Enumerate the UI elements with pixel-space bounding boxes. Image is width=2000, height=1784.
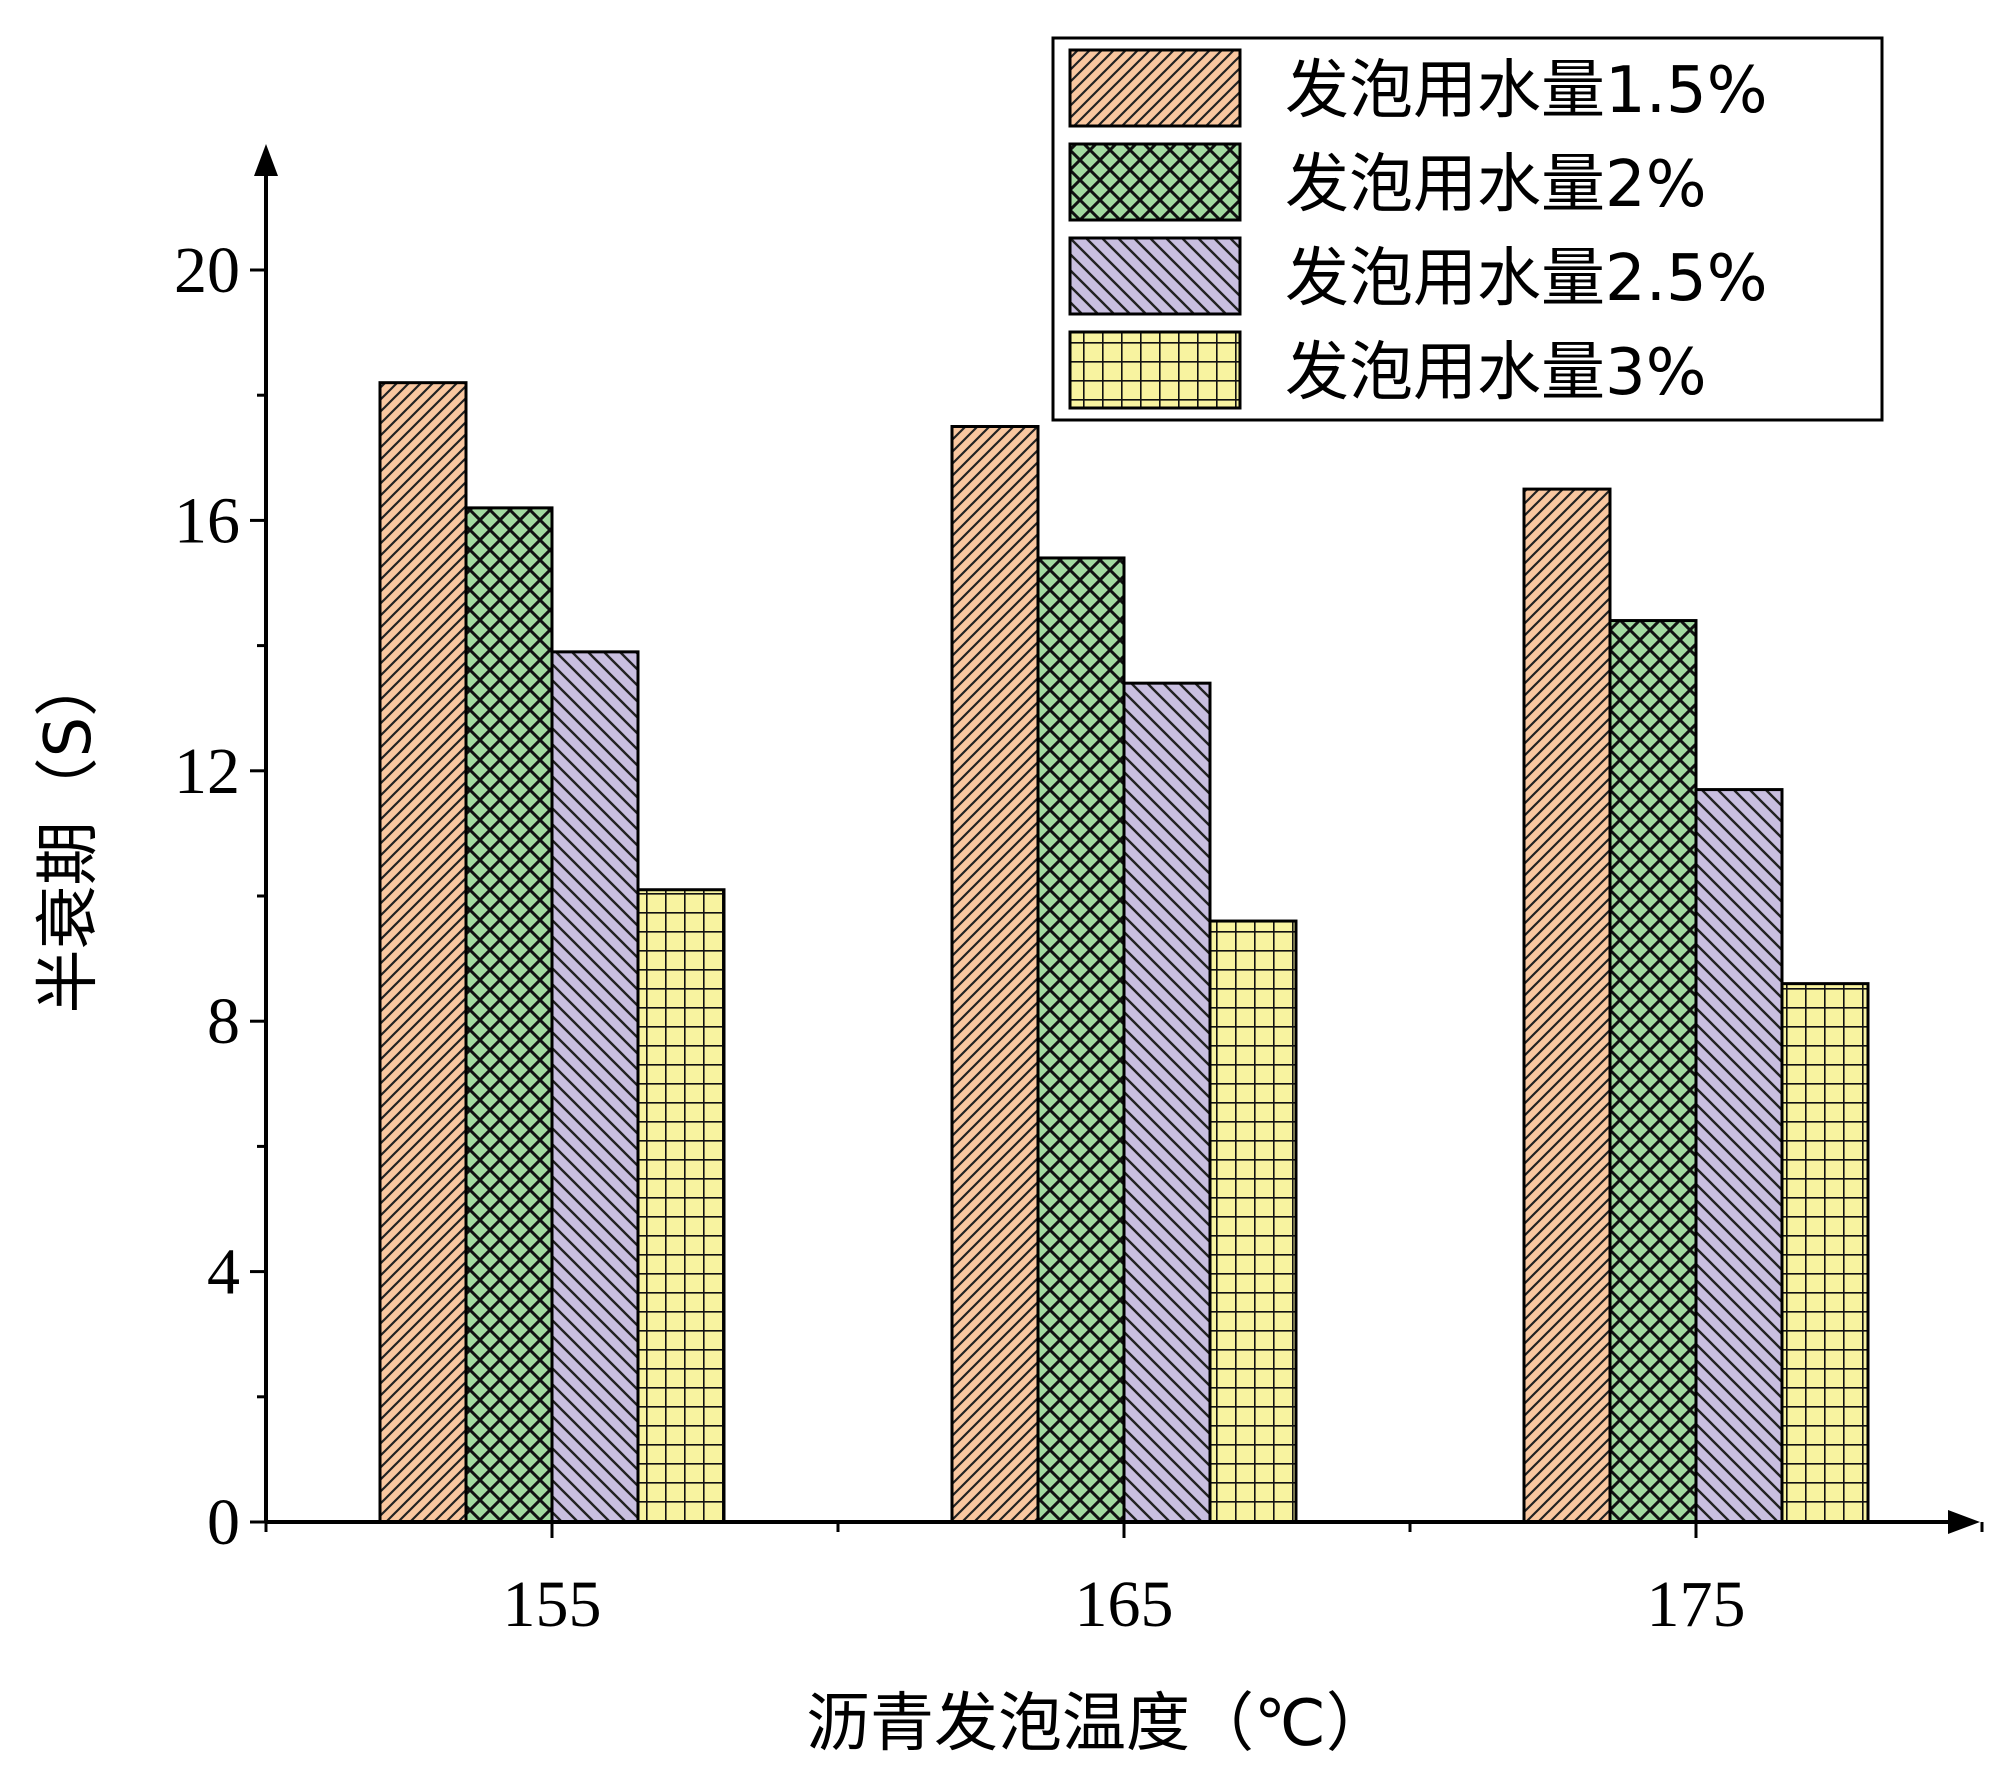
x-tick-label: 165 (1075, 1568, 1174, 1641)
bar-165-series-3 (1208, 919, 1298, 1524)
bar-165-series-0 (950, 425, 1040, 1524)
y-ticks: 0 4 8 12 16 20 (174, 234, 266, 1559)
bar-165-series-2 (1122, 681, 1212, 1524)
y-axis-title: 半衰期（S） (32, 653, 106, 1014)
bar-155-series-1 (464, 506, 554, 1524)
bar-155-series-2 (550, 650, 640, 1524)
y-axis-arrow-icon (254, 144, 278, 176)
legend: 发泡用水量1.5% 发泡用水量2% 发泡用水量2.5% 发泡用水量3% (1051, 36, 1884, 422)
bars-layer (378, 381, 1870, 1524)
bar-155-series-3 (636, 888, 726, 1524)
legend-label-1: 发泡用水量2% (1285, 148, 1707, 222)
x-axis-arrow-icon (1948, 1510, 1980, 1534)
legend-swatch-2 (1068, 236, 1242, 316)
legend-label-3: 发泡用水量3% (1285, 336, 1707, 410)
bar-165-series-1 (1036, 556, 1126, 1524)
bar-175-series-1 (1608, 619, 1698, 1524)
x-axis-title: 沥青发泡温度（℃） (806, 1687, 1390, 1761)
x-tick-label: 155 (503, 1568, 602, 1641)
bar-155-series-0 (378, 381, 468, 1524)
y-tick-label: 20 (174, 234, 240, 307)
y-tick-label: 16 (174, 484, 240, 557)
legend-label-2: 发泡用水量2.5% (1285, 242, 1768, 316)
legend-swatch-1 (1068, 142, 1242, 222)
legend-label-0: 发泡用水量1.5% (1285, 54, 1768, 128)
x-ticks: 155 165 175 (264, 1522, 1984, 1641)
bar-175-series-3 (1780, 982, 1870, 1524)
legend-swatch-0 (1068, 48, 1242, 128)
y-tick-label: 12 (174, 735, 240, 808)
x-tick-label: 175 (1647, 1568, 1746, 1641)
bar-175-series-0 (1522, 487, 1612, 1524)
bar-175-series-2 (1694, 788, 1784, 1524)
y-tick-label: 0 (207, 1486, 240, 1559)
y-tick-label: 4 (207, 1236, 240, 1309)
axes (254, 144, 1980, 1534)
legend-swatch-3 (1068, 330, 1242, 410)
y-tick-label: 8 (207, 985, 240, 1058)
